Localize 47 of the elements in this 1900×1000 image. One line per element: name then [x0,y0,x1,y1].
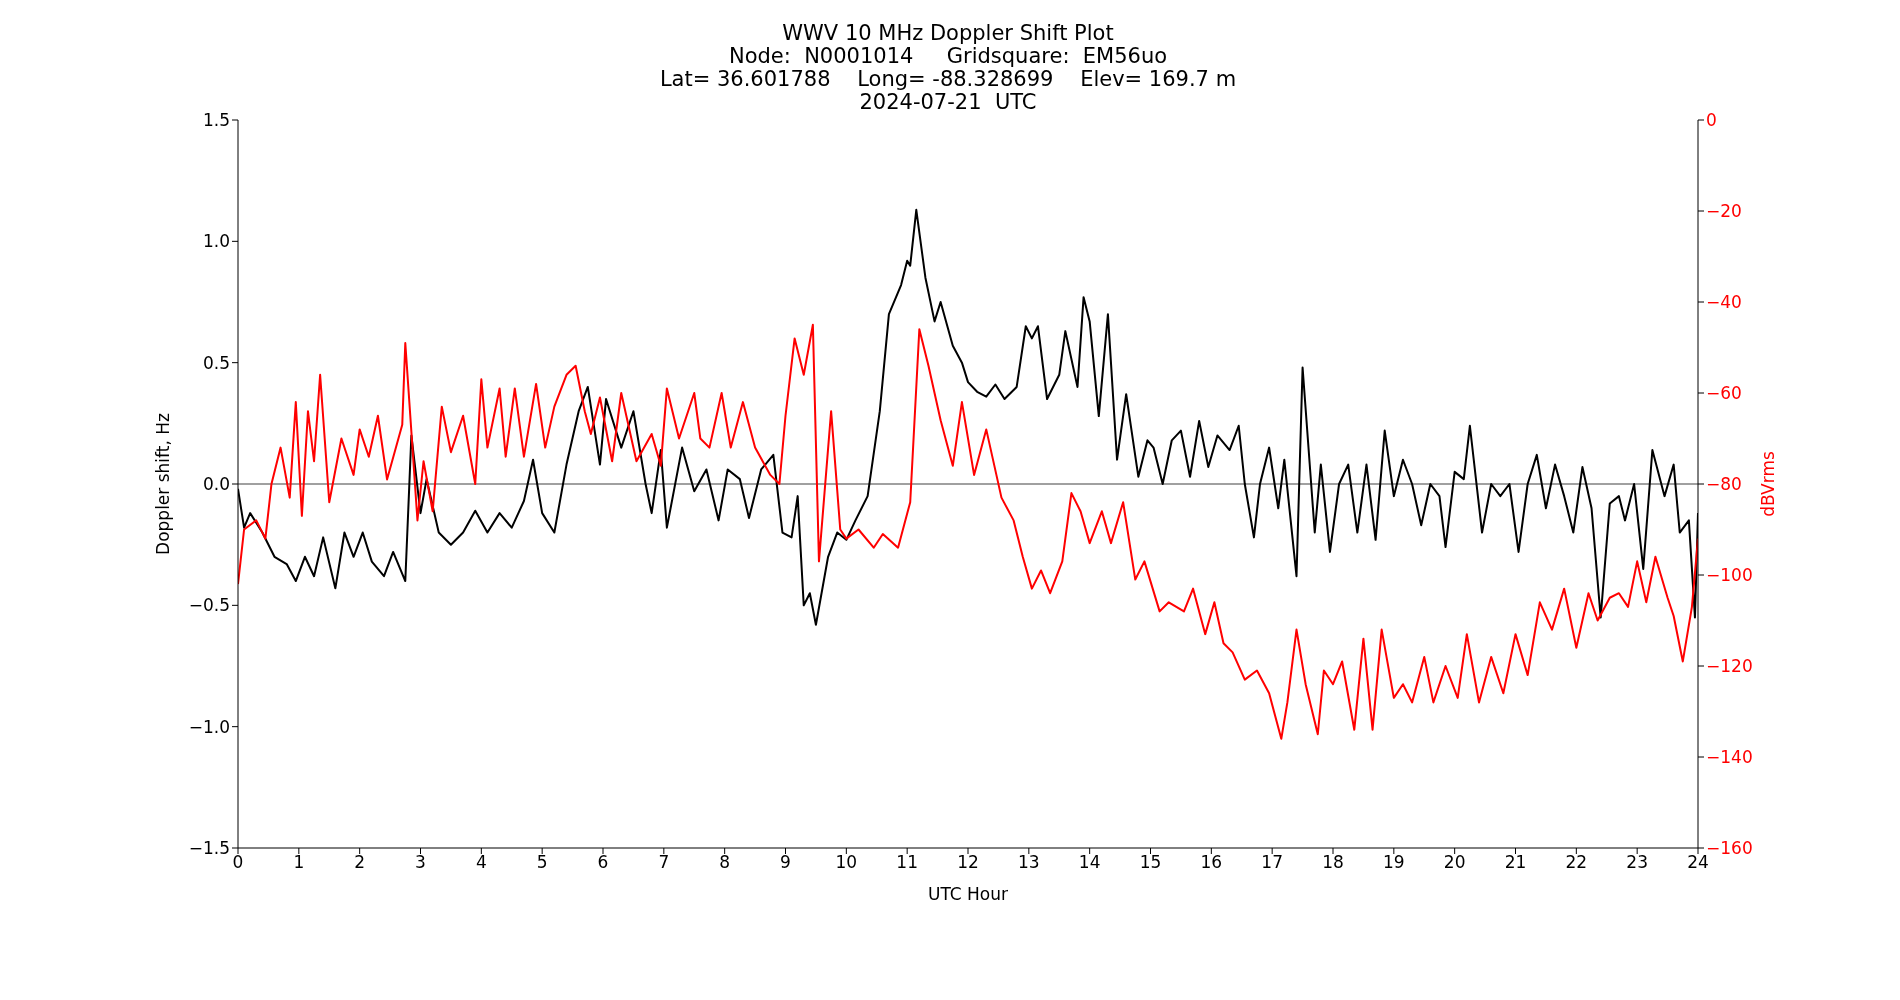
y-tick-label: −1.5 [188,838,230,859]
x-tick-label: 21 [1504,852,1527,873]
x-tick-label: 17 [1261,852,1283,873]
x-tick-label: 20 [1443,852,1466,873]
x-tick-label: 2 [354,852,366,873]
x-tick-label: 24 [1687,852,1709,873]
x-tick-label: 4 [475,852,487,873]
x-tick-label: 13 [1018,852,1040,873]
x-tick-label: 3 [415,852,426,873]
x-tick-label: 9 [780,852,791,873]
x-tick-label: 0 [232,852,244,873]
x-tick-label: 11 [896,852,918,873]
y2-tick-label: −140 [1706,747,1753,768]
x-tick-label: 23 [1626,852,1648,873]
x-tick-label: 10 [835,852,858,873]
x-tick-label: 6 [597,852,609,873]
x-tick-label: 18 [1322,852,1344,873]
x-tick-label: 16 [1200,852,1223,873]
x-axis-title: UTC Hour [927,884,1009,904]
y-tick-label: 0.5 [202,352,230,373]
y-axis-title: Doppler shift, Hz [153,412,174,555]
x-tick-label: 8 [719,852,731,873]
chart-subtitle: Node: N0001014 Gridsquare: EM56uo Lat= 36.601788 Long= -88.328699 Elev= 169.7 m 2024-07-21 UTC [658,44,1238,114]
y-tick-label: 0.0 [202,474,230,495]
y2-tick-label: −100 [1706,565,1753,586]
line-series [238,323,1698,740]
x-tick-label: 22 [1565,852,1588,873]
y-tick-label: −0.5 [188,595,230,616]
y2-tick-label: −80 [1706,474,1742,495]
y-tick-label: −1.0 [188,716,230,737]
x-tick-label: 14 [1078,852,1101,873]
y2-tick-label: −20 [1706,201,1742,222]
x-tick-label: 5 [536,852,548,873]
x-tick-label: 12 [957,852,979,873]
y-tick-label: 1.0 [202,231,230,252]
x-tick-label: 7 [658,852,670,873]
x-tick-label: 15 [1139,852,1162,873]
y2-tick-label: −60 [1706,383,1742,404]
y2-tick-label: 0 [1706,110,1717,131]
y2-tick-label: −120 [1706,656,1753,677]
x-tick-label: 1 [293,852,305,873]
y2-tick-label: −160 [1706,838,1753,859]
chart-title: WWV 10 MHz Doppler Shift Plot [781,21,1115,45]
y2-axis-title: dBVrms [1758,451,1779,517]
x-tick-label: 19 [1383,852,1405,873]
y2-tick-label: −40 [1706,292,1742,313]
y-tick-label: 1.5 [202,110,230,131]
